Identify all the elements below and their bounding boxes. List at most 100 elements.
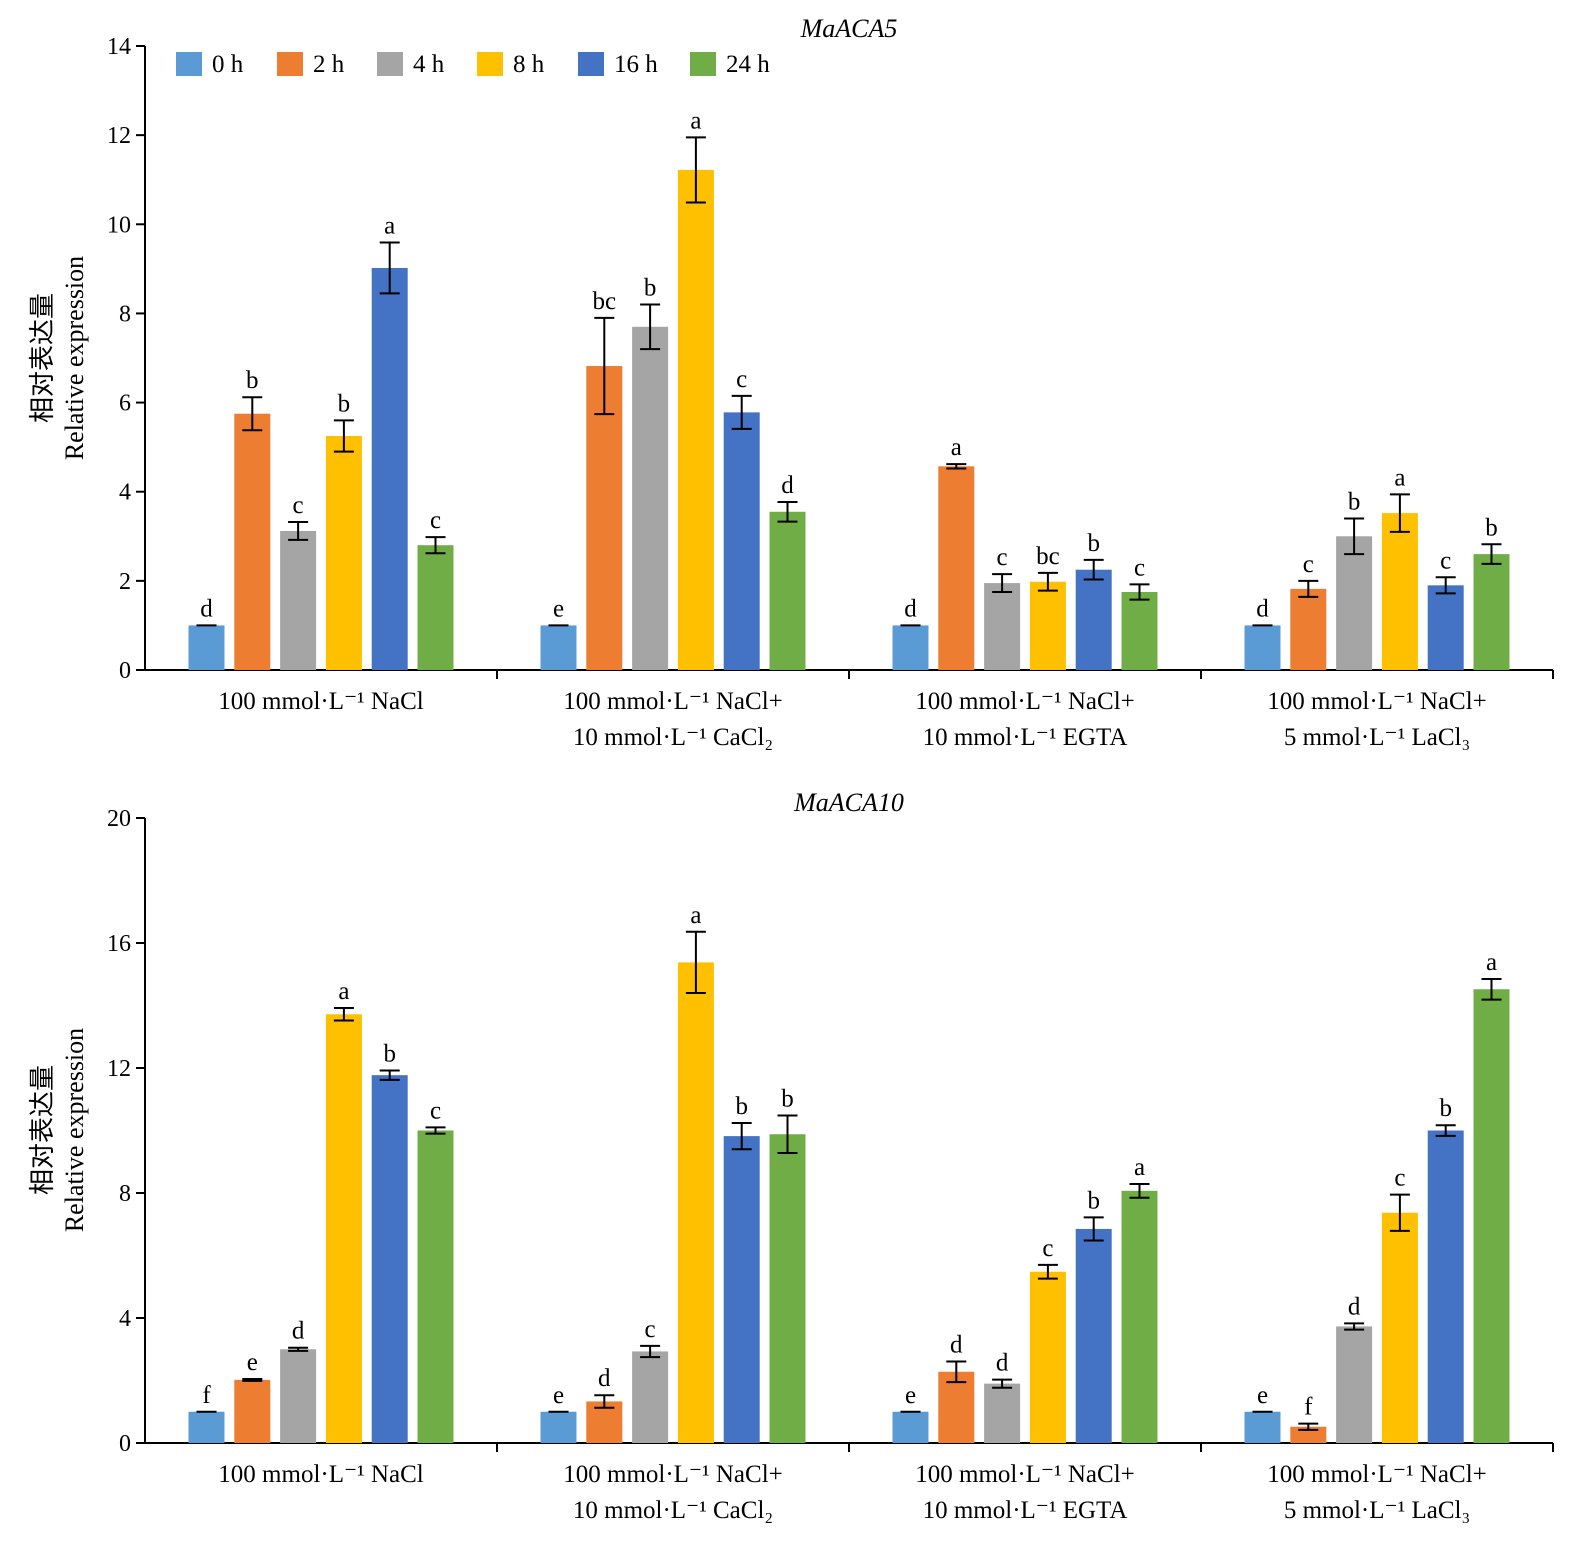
significance-label: a [1394, 464, 1405, 491]
significance-label: b [644, 275, 657, 302]
panel-1: MaACA5 相对表达量 Relative expression 0 2 4 6 8 10 12 1… [28, 14, 1554, 751]
significance-label: b [338, 390, 351, 417]
significance-label: d [950, 1331, 963, 1358]
y-tick-label: 4 [119, 480, 131, 506]
bar [371, 267, 408, 670]
bar [1473, 989, 1510, 1443]
bar [417, 545, 454, 670]
bar [892, 625, 929, 670]
significance-label: d [292, 1318, 305, 1345]
significance-label: c [645, 1316, 656, 1343]
legend-label: 8 h [513, 51, 545, 78]
category-label: 5 mmol·L⁻¹ LaCl₃ [1284, 1497, 1470, 1524]
category-label: 100 mmol·L⁻¹ NaCl [218, 1461, 423, 1488]
bar [723, 412, 760, 670]
bar [234, 413, 271, 670]
legend: 0 h 2 h 4 h 8 h 16 h 24 h [176, 51, 770, 78]
category-label: 100 mmol·L⁻¹ NaCl [218, 688, 423, 715]
significance-label: bc [1036, 543, 1060, 570]
bar [417, 1130, 454, 1443]
bar [938, 1371, 975, 1443]
bar [540, 625, 577, 670]
bar [325, 1014, 362, 1443]
category-label: 10 mmol·L⁻¹ EGTA [923, 1497, 1128, 1524]
significance-label: d [781, 472, 794, 499]
significance-label: b [1439, 1095, 1452, 1122]
category-label: 100 mmol·L⁻¹ NaCl+ [563, 688, 783, 715]
y-tick-label: 12 [107, 1056, 131, 1082]
significance-label: e [553, 1382, 564, 1409]
category-label: 100 mmol·L⁻¹ NaCl+ [915, 688, 1135, 715]
y-tick-label: 12 [107, 123, 131, 149]
significance-label: b [246, 367, 259, 394]
y-axis-label: Relative expression [60, 1028, 89, 1232]
legend-swatch [277, 52, 303, 76]
significance-label: c [293, 492, 304, 519]
significance-label: d [996, 1350, 1009, 1377]
significance-label: d [1348, 1293, 1361, 1320]
legend-label: 2 h [313, 51, 345, 78]
chart-title: MaACA5 [800, 14, 898, 43]
y-tick-label: 0 [119, 1431, 131, 1457]
bar [892, 1411, 929, 1443]
bar [1029, 581, 1066, 670]
significance-label: e [553, 595, 564, 622]
y-tick-label: 16 [107, 931, 131, 957]
bar [984, 1383, 1021, 1443]
bar [1473, 554, 1510, 670]
category-label: 10 mmol·L⁻¹ CaCl₂ [573, 1497, 773, 1524]
bar [1121, 1190, 1158, 1443]
significance-label: a [690, 107, 701, 134]
bar [677, 962, 714, 1443]
bar [234, 1379, 271, 1443]
bar [723, 1136, 760, 1443]
significance-label: c [1394, 1165, 1405, 1192]
legend-swatch [377, 52, 403, 76]
significance-label: c [1303, 551, 1314, 578]
significance-label: e [905, 1382, 916, 1409]
legend-label: 24 h [726, 51, 770, 78]
y-tick-label: 2 [119, 569, 131, 595]
bar [632, 326, 669, 670]
significance-label: b [1485, 514, 1498, 541]
bar [938, 466, 975, 670]
y-axis-label: 相对表达量 [28, 1065, 57, 1195]
y-tick-label: 8 [119, 301, 131, 327]
category-label: 10 mmol·L⁻¹ CaCl₂ [573, 724, 773, 751]
bar [1121, 592, 1158, 670]
bar [769, 511, 806, 670]
category-label: 100 mmol·L⁻¹ NaCl+ [1267, 1461, 1487, 1488]
y-tick-label: 8 [119, 1181, 131, 1207]
significance-label: bc [592, 288, 616, 315]
significance-label: c [997, 544, 1008, 571]
bar [769, 1134, 806, 1443]
significance-label: b [383, 1041, 396, 1068]
significance-label: a [338, 978, 349, 1005]
legend-swatch [477, 52, 503, 76]
significance-label: e [1257, 1382, 1268, 1409]
bar [1075, 569, 1112, 670]
legend-label: 16 h [614, 51, 658, 78]
significance-label: c [430, 507, 441, 534]
significance-label: b [735, 1093, 748, 1120]
y-tick-label: 0 [119, 658, 131, 684]
category-label: 100 mmol·L⁻¹ NaCl+ [563, 1461, 783, 1488]
bar [1336, 536, 1373, 670]
legend-label: 4 h [413, 51, 445, 78]
significance-label: c [1042, 1235, 1053, 1262]
bar [1427, 1130, 1464, 1443]
significance-label: c [736, 366, 747, 393]
legend-label: 0 h [212, 51, 244, 78]
y-axis-label: 相对表达量 [28, 293, 57, 423]
significance-label: a [1134, 1154, 1145, 1181]
significance-label: f [1304, 1394, 1313, 1421]
y-axis-label: Relative expression [60, 256, 89, 460]
significance-label: f [202, 1382, 211, 1409]
bar [280, 1349, 317, 1443]
bar [677, 169, 714, 670]
panel-2: MaACA10 相对表达量 Relative expression 0 4 8 12 16 20… [28, 788, 1554, 1524]
bar [1244, 1411, 1281, 1443]
significance-label: a [951, 434, 962, 461]
significance-label: e [247, 1349, 258, 1376]
